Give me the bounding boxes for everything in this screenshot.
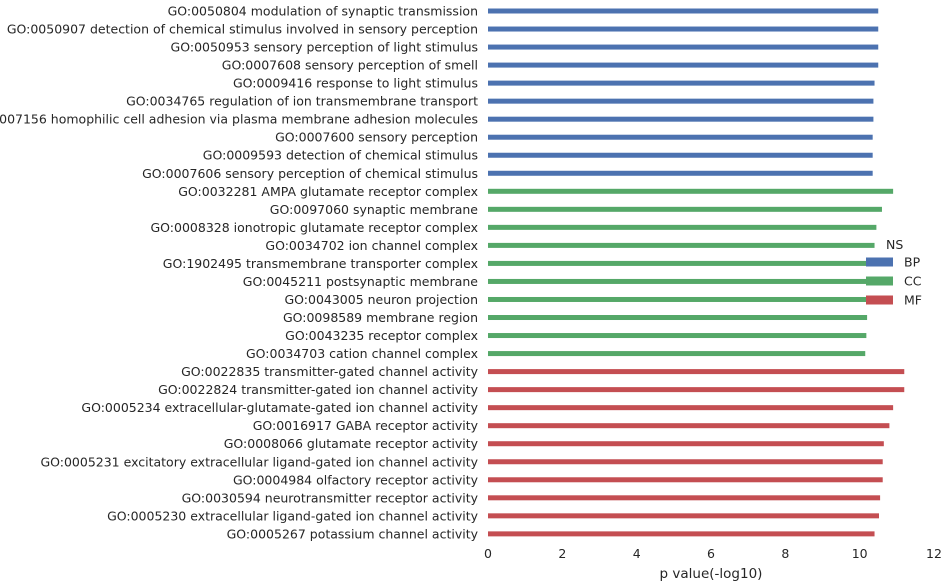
bar-bp: [488, 44, 879, 50]
bar-bp: [488, 26, 879, 32]
bar-bp: [488, 98, 874, 104]
x-tick-label: 2: [558, 546, 566, 561]
category-label: GO:0030594 neurotransmitter receptor act…: [182, 490, 479, 505]
legend-swatch-mf: [866, 295, 893, 305]
bar-cc: [488, 188, 894, 194]
category-label: GO:0043005 neuron projection: [284, 292, 478, 307]
category-label: GO:0016917 GABA receptor activity: [253, 418, 479, 433]
bar-bp: [488, 80, 875, 86]
bar-mf: [488, 423, 890, 429]
category-label: GO:0032281 AMPA glutamate receptor compl…: [178, 184, 478, 199]
bar-mf: [488, 459, 883, 465]
category-label: GO:0007606 sensory perception of chemica…: [142, 166, 478, 181]
legend-label-cc: CC: [904, 274, 922, 289]
bar-cc: [488, 260, 871, 266]
legend-swatch-cc: [866, 276, 893, 286]
x-axis: p value(-log10) 0 2 4 6 8 10 12: [484, 546, 942, 582]
x-tick-label: 10: [852, 546, 868, 561]
bar-cc: [488, 296, 868, 302]
bar-bp: [488, 8, 879, 14]
category-label: GO:0098589 membrane region: [283, 310, 478, 325]
bar-bp: [488, 134, 873, 140]
bar-mf: [488, 441, 884, 447]
legend: NS BP CC MF: [866, 237, 922, 308]
category-label: GO:0045211 postsynaptic membrane: [243, 274, 479, 289]
category-label: GO:0005230 extracellular ligand-gated io…: [107, 508, 479, 523]
x-tick-label: 4: [633, 546, 641, 561]
bar-bp: [488, 62, 879, 68]
x-axis-title: p value(-log10): [660, 566, 763, 582]
category-label: GO:0009593 detection of chemical stimulu…: [203, 148, 478, 163]
category-labels: GO:0050804 modulation of synaptic transm…: [0, 4, 479, 542]
category-label: GO:0008066 glutamate receptor activity: [224, 436, 479, 451]
category-label: GO:0034765 regulation of ion transmembra…: [126, 94, 478, 109]
bar-bp: [488, 170, 873, 176]
bar-cc: [488, 278, 869, 284]
category-label: GO:0043235 receptor complex: [285, 328, 478, 343]
category-label: GO:0009416 response to light stimulus: [233, 76, 478, 91]
category-label: GO:1902495 transmembrane transporter com…: [163, 256, 478, 271]
bar-bp: [488, 116, 874, 122]
category-label: GO:0007156 homophilic cell adhesion via …: [0, 112, 478, 127]
bar-cc: [488, 224, 877, 230]
category-label: GO:0050907 detection of chemical stimulu…: [7, 22, 478, 37]
category-label: GO:0050804 modulation of synaptic transm…: [168, 4, 478, 19]
category-label: GO:0050953 sensory perception of light s…: [171, 40, 478, 55]
category-label: GO:0034702 ion channel complex: [265, 238, 478, 253]
bar-cc: [488, 351, 866, 357]
bar-cc: [488, 206, 882, 212]
bar-bp: [488, 152, 873, 158]
bar-mf: [488, 387, 905, 393]
category-label: GO:0005267 potassium channel activity: [227, 526, 479, 541]
bar-mf: [488, 369, 905, 375]
bar-mf: [488, 477, 883, 483]
legend-label-bp: BP: [904, 255, 921, 270]
x-tick-label: 0: [484, 546, 492, 561]
category-label: GO:0004984 olfactory receptor activity: [233, 472, 479, 487]
category-label: GO:0022835 transmitter-gated channel act…: [181, 364, 478, 379]
bar-mf: [488, 495, 881, 501]
category-label: GO:0034703 cation channel complex: [246, 346, 478, 361]
bar-cc: [488, 333, 867, 339]
bar-mf: [488, 531, 875, 537]
bar-mf: [488, 513, 879, 519]
bars-layer: [488, 8, 905, 537]
legend-swatch-bp: [866, 257, 893, 267]
category-label: GO:0005231 excitatory extracellular liga…: [40, 454, 478, 469]
legend-title: NS: [886, 237, 903, 252]
x-tick-label: 8: [781, 546, 789, 561]
category-label: GO:0097060 synaptic membrane: [270, 202, 479, 217]
category-label: GO:0008328 ionotropic glutamate receptor…: [151, 220, 479, 235]
x-tick-label: 12: [926, 546, 942, 561]
category-label: GO:0022824 transmitter-gated ion channel…: [158, 382, 479, 397]
bar-cc: [488, 242, 875, 248]
bar-cc: [488, 315, 868, 321]
x-tick-label: 6: [707, 546, 715, 561]
category-label: GO:0007608 sensory perception of smell: [222, 58, 478, 73]
legend-label-mf: MF: [904, 293, 922, 308]
bar-mf: [488, 405, 894, 411]
category-label: GO:0007600 sensory perception: [275, 130, 478, 145]
category-label: GO:0005234 extracellular-glutamate-gated…: [81, 400, 478, 415]
